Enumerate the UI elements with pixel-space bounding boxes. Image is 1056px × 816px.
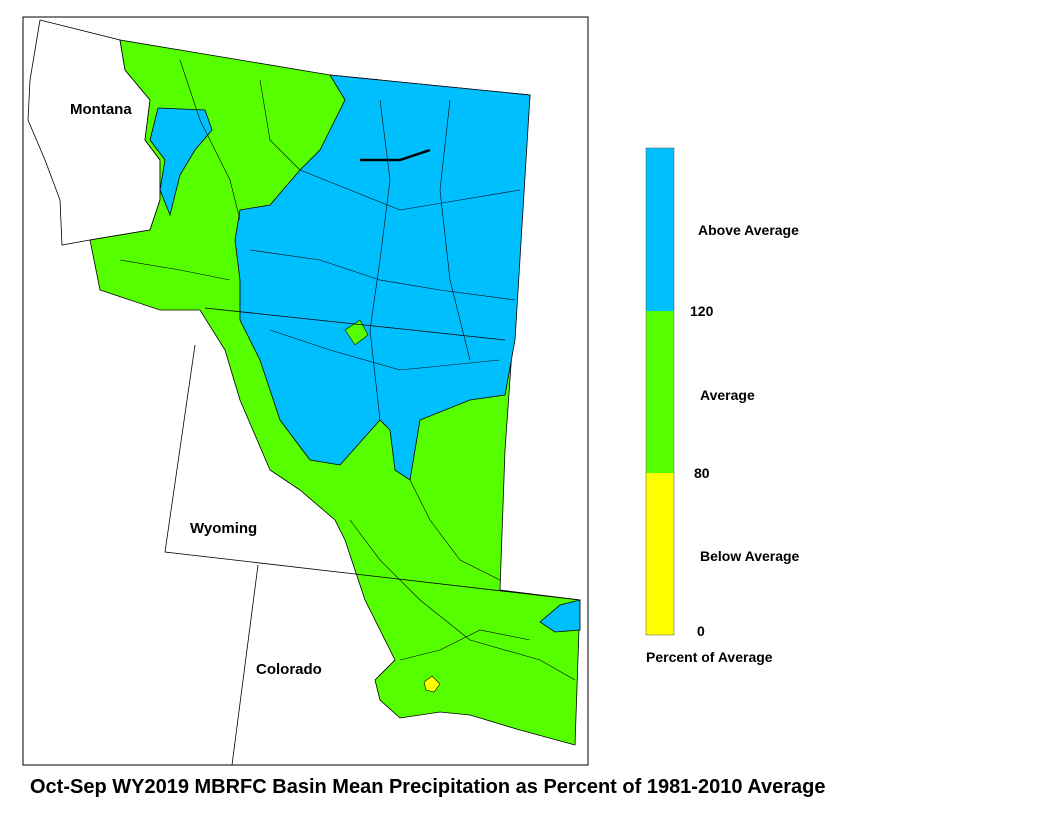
legend-label: Average	[700, 387, 755, 403]
map-title: Oct-Sep WY2019 MBRFC Basin Mean Precipit…	[30, 776, 825, 798]
legend-label: Above Average	[698, 222, 799, 238]
legend-break: 0	[697, 623, 705, 639]
state-label: Colorado	[256, 661, 322, 678]
legend-label: Below Average	[700, 548, 800, 564]
legend-swatch	[646, 311, 674, 473]
state-label: Wyoming	[190, 520, 257, 537]
legend-swatch	[646, 148, 674, 311]
legend-swatch	[646, 473, 674, 635]
state-border	[164, 307, 581, 766]
basin-region	[234, 74, 531, 481]
basin-lines	[119, 59, 576, 681]
legend-frame	[645, 147, 675, 636]
basin-region	[149, 107, 213, 217]
legend-break: 120	[690, 303, 714, 319]
basin-region	[344, 319, 369, 346]
legend-break: 80	[694, 465, 710, 481]
basin-region	[539, 599, 581, 633]
legend-title: Percent of Average	[646, 649, 773, 665]
legend: Above Average Average Below Average 120 …	[645, 147, 800, 665]
basin-region	[423, 675, 441, 693]
state-label: Montana	[70, 101, 132, 118]
